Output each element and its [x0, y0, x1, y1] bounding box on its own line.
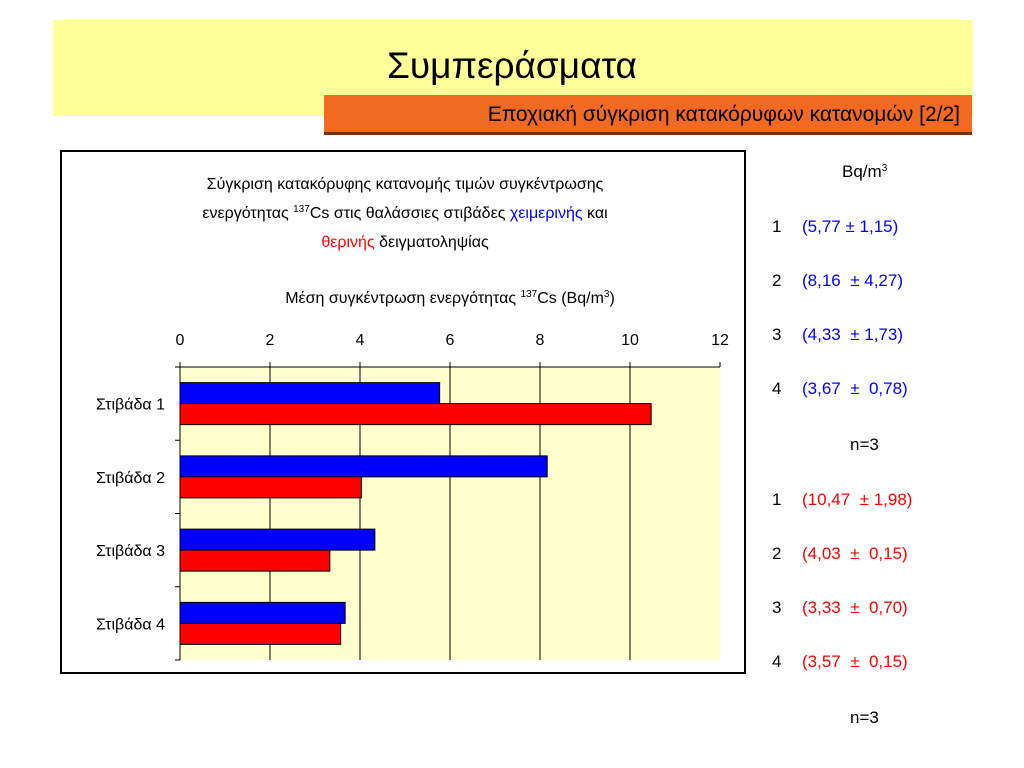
unit-text: Bq/m	[842, 162, 882, 181]
chart-title-line2: ενεργότητας 137Cs στις θαλάσσιες στιβάδε…	[120, 199, 690, 228]
summer-row-value: (3,33 ± 0,70)	[802, 598, 908, 617]
winter-row-index: 4	[772, 379, 782, 398]
summer-row-index: 4	[772, 652, 782, 671]
category-label: Στιβάδα 3	[96, 543, 165, 560]
winter-row-value: (4,33 ± 1,73)	[802, 325, 903, 344]
axis-title-text: Μέση συγκέντρωση ενεργότητας	[285, 290, 521, 307]
summer-row-value: (10,47 ± 1,98)	[802, 490, 913, 509]
chart-title-line1: Σύγκριση κατακόρυφης κατανομής τιμών συγ…	[206, 176, 604, 193]
winter-bar	[179, 601, 346, 624]
winter-bar	[179, 382, 441, 405]
axis-title-text: Cs (Bq/m	[537, 290, 604, 307]
isotope-superscript: 137	[520, 289, 538, 300]
chart-title-line3: θερινής δειγματοληψίας	[120, 228, 690, 257]
x-tick-label: 4	[356, 332, 365, 349]
unit-superscript: 3	[603, 289, 610, 300]
winter-sample-count: n=3	[850, 435, 879, 454]
title-text: ενεργότητας	[202, 205, 294, 222]
winter-row-value: (8,16 ± 4,27)	[802, 271, 903, 290]
summer-bar	[179, 476, 362, 499]
title-text: Cs στις θαλάσσιες στιβάδες	[309, 205, 510, 222]
title-text: και	[582, 205, 608, 222]
winter-label: χειμερινής	[509, 205, 583, 222]
summer-row-index: 3	[772, 598, 782, 617]
x-axis-title: Μέση συγκέντρωση ενεργότητας 137Cs (Bq/m…	[170, 290, 730, 308]
winter-row-index: 1	[772, 217, 782, 236]
winter-bar	[179, 455, 548, 478]
summer-sample-count: n=3	[850, 708, 879, 727]
title-text: δειγματοληψίας	[374, 234, 489, 251]
x-tick-label: 6	[446, 332, 455, 349]
axis-title-text: )	[609, 290, 615, 307]
x-tick-label: 2	[266, 332, 275, 349]
summer-bar	[179, 549, 331, 572]
subtitle-box: Εποχιακή σύγκριση κατακόρυφων κατανομών …	[324, 95, 972, 135]
winter-bar	[179, 528, 376, 551]
winter-row-value: (5,77 ± 1,15)	[802, 217, 899, 236]
x-tick-label: 10	[621, 332, 639, 349]
summer-row-value: (3,57 ± 0,15)	[802, 652, 908, 671]
chart-title: Σύγκριση κατακόρυφης κατανομής τιμών συγ…	[120, 170, 690, 257]
summer-row-value: (4,03 ± 0,15)	[802, 544, 908, 563]
summer-row-index: 1	[772, 490, 782, 509]
x-tick-label: 8	[536, 332, 545, 349]
winter-row-value: (3,67 ± 0,78)	[802, 379, 908, 398]
x-tick-label: 0	[176, 332, 185, 349]
summer-bar	[179, 403, 652, 426]
summer-row-index: 2	[772, 544, 782, 563]
slide-subtitle: Εποχιακή σύγκριση κατακόρυφων κατανομών …	[487, 103, 960, 126]
category-label: Στιβάδα 2	[96, 470, 165, 487]
isotope-superscript: 137	[293, 204, 310, 215]
winter-row-index: 3	[772, 325, 782, 344]
summer-bar	[179, 622, 342, 645]
winter-row-index: 2	[772, 271, 782, 290]
summer-label: θερινής	[321, 234, 375, 251]
slide-title: Συμπεράσματα	[387, 45, 637, 86]
unit-superscript: 3	[881, 163, 888, 174]
unit-label: Bq/m3	[842, 162, 887, 182]
category-label: Στιβάδα 1	[96, 397, 165, 414]
x-tick-label: 12	[711, 332, 729, 349]
category-label: Στιβάδα 4	[96, 616, 165, 633]
